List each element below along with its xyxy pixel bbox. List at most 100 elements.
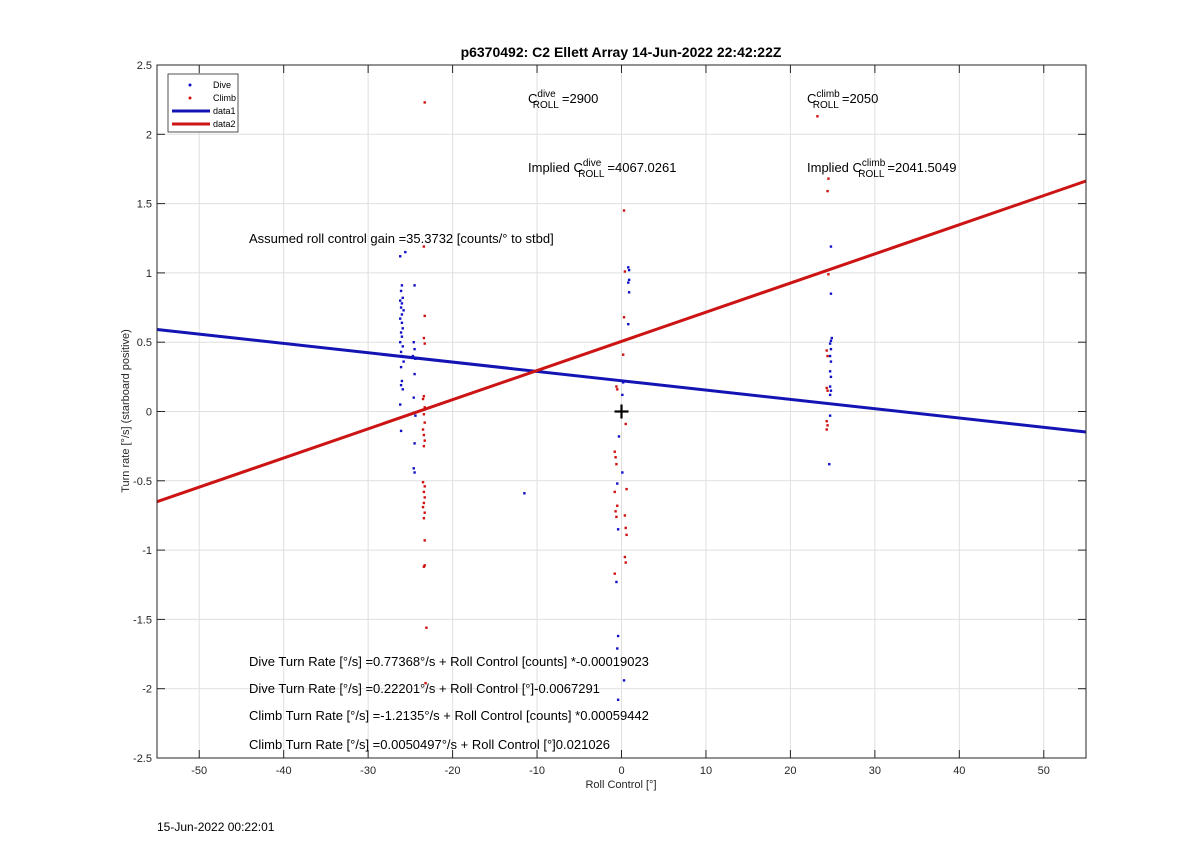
point-dive bbox=[829, 339, 833, 343]
point-climb bbox=[423, 314, 426, 318]
point-dive bbox=[523, 492, 526, 495]
point-dive bbox=[616, 482, 619, 485]
point-climb bbox=[623, 514, 627, 517]
point-dive bbox=[404, 250, 407, 254]
point-climb bbox=[422, 413, 426, 416]
point-climb bbox=[825, 349, 828, 352]
y-tick-label: -0.5 bbox=[133, 476, 152, 488]
point-climb bbox=[625, 533, 628, 537]
y-tick-label: 0.5 bbox=[137, 337, 152, 349]
point-dive bbox=[622, 679, 626, 682]
point-dive bbox=[829, 375, 833, 379]
point-dive bbox=[401, 345, 404, 348]
legend-label-data1: data1 bbox=[213, 106, 236, 116]
x-tick-label: 20 bbox=[784, 765, 796, 777]
point-dive bbox=[627, 322, 630, 326]
point-dive bbox=[627, 268, 631, 272]
point-dive bbox=[828, 370, 832, 373]
origin-marker bbox=[614, 404, 629, 419]
y-tick-label: -1 bbox=[142, 545, 152, 557]
fit-line-data2 bbox=[156, 179, 1087, 504]
point-dive bbox=[400, 379, 404, 383]
x-tick-label: 0 bbox=[618, 765, 624, 777]
point-climb bbox=[422, 517, 426, 520]
point-climb bbox=[614, 456, 617, 459]
fit-line-data1 bbox=[156, 327, 1087, 434]
point-climb bbox=[615, 462, 618, 466]
annotation-gain: Assumed roll control gain =35.3732 [coun… bbox=[249, 231, 554, 246]
point-climb bbox=[624, 561, 627, 564]
legend: Dive Climb data1 data2 bbox=[167, 73, 239, 133]
point-climb bbox=[421, 428, 425, 431]
x-axis-label: Roll Control [°] bbox=[585, 779, 656, 791]
point-dive bbox=[627, 278, 631, 282]
y-tick-label: 0 bbox=[146, 407, 152, 419]
y-tick-label: 2.5 bbox=[137, 60, 152, 72]
fit-lines bbox=[156, 179, 1087, 504]
legend-label-dive: Dive bbox=[213, 80, 231, 90]
point-climb bbox=[423, 564, 426, 567]
point-dive bbox=[828, 385, 832, 388]
point-dive bbox=[400, 284, 404, 287]
point-dive bbox=[414, 414, 417, 417]
point-dive bbox=[400, 335, 404, 338]
point-dive bbox=[828, 393, 832, 397]
annotation-implied-dive: Implied Cdive ROLL =4067.0261 bbox=[528, 158, 676, 180]
point-dive bbox=[399, 365, 403, 369]
point-climb bbox=[622, 316, 626, 319]
point-climb bbox=[423, 101, 426, 104]
point-climb bbox=[423, 511, 426, 514]
point-dive bbox=[414, 357, 417, 361]
legend-marker-dive bbox=[188, 83, 192, 87]
point-climb bbox=[623, 555, 627, 559]
point-climb bbox=[422, 490, 426, 494]
point-dive bbox=[621, 381, 625, 384]
point-climb bbox=[826, 354, 829, 358]
x-tick-label: -20 bbox=[445, 765, 461, 777]
point-climb bbox=[826, 189, 829, 193]
point-climb bbox=[423, 421, 426, 424]
annotation-implied-climb: Implied Cclimb ROLL =2041.5049 bbox=[807, 158, 956, 180]
chart-title: p6370492: C2 Ellett Array 14-Jun-2022 22… bbox=[461, 44, 782, 60]
point-dive bbox=[401, 327, 404, 330]
point-climb bbox=[422, 245, 426, 248]
point-climb bbox=[825, 428, 828, 431]
point-climb bbox=[615, 515, 618, 519]
point-climb bbox=[423, 439, 426, 442]
x-tick-label: -10 bbox=[529, 765, 545, 777]
point-climb bbox=[423, 496, 426, 499]
point-dive bbox=[411, 354, 415, 358]
point-dive bbox=[828, 462, 831, 466]
point-dive bbox=[401, 388, 404, 391]
point-dive bbox=[627, 291, 631, 294]
point-climb bbox=[421, 505, 425, 509]
point-dive bbox=[401, 296, 404, 300]
annotation-equation-2: Dive Turn Rate [°/s] =0.22201°/s + Roll … bbox=[249, 681, 600, 696]
point-dive bbox=[413, 372, 416, 376]
point-dive bbox=[413, 442, 416, 445]
point-dive bbox=[399, 289, 403, 293]
point-dive bbox=[399, 429, 403, 433]
point-dive bbox=[399, 350, 403, 354]
point-dive bbox=[399, 341, 402, 344]
point-climb bbox=[421, 397, 425, 401]
point-climb bbox=[827, 177, 830, 180]
annotation-c-dive: Cdive ROLL =2900 bbox=[528, 89, 598, 111]
point-climb bbox=[624, 422, 627, 426]
point-climb bbox=[423, 485, 426, 488]
point-climb bbox=[425, 626, 428, 629]
point-climb bbox=[422, 501, 426, 505]
legend-label-climb: Climb bbox=[213, 93, 236, 103]
point-dive bbox=[413, 347, 416, 351]
point-dive bbox=[621, 393, 624, 397]
annotation-c-climb: Cclimb ROLL =2050 bbox=[807, 89, 878, 111]
point-dive bbox=[402, 309, 405, 312]
point-dive bbox=[413, 284, 416, 287]
point-dive bbox=[412, 467, 415, 470]
point-dive bbox=[402, 360, 405, 363]
point-climb bbox=[422, 565, 426, 568]
y-tick-label: -2 bbox=[142, 684, 152, 696]
y-axis-label: Turn rate [°/s] (starboard positive) bbox=[120, 329, 132, 493]
point-climb bbox=[423, 406, 426, 409]
